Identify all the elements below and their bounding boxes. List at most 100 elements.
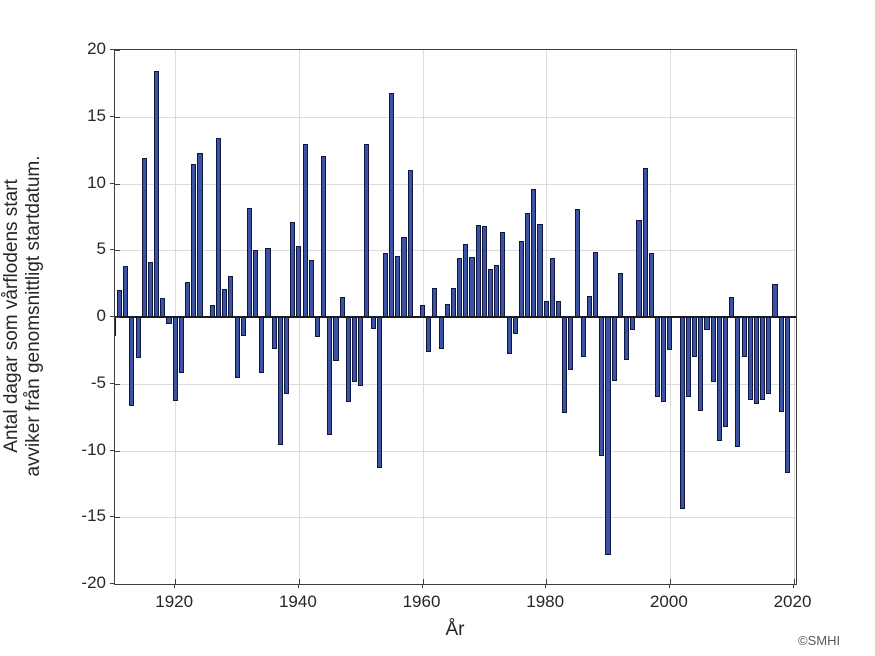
y-tick [110, 182, 114, 184]
bar-2003 [685, 317, 691, 398]
bar-1956 [395, 255, 401, 317]
y-tick-label: 5 [96, 239, 106, 259]
bar-1934 [259, 317, 265, 374]
bar-1994 [630, 317, 636, 331]
bar-1910 [115, 317, 116, 336]
bar-1928 [222, 289, 228, 317]
bar-1951 [364, 143, 370, 317]
bar-1988 [593, 251, 599, 317]
bar-1916 [147, 262, 154, 317]
x-tick-label: 2000 [649, 592, 688, 611]
bar-1911 [117, 290, 123, 317]
bar-1953 [376, 317, 382, 468]
plot-area [114, 49, 797, 585]
bar-1917 [154, 71, 160, 317]
bar-1933 [253, 250, 259, 318]
h-gridline [115, 450, 796, 452]
bar-1941 [302, 143, 308, 317]
y-tick-label: -10 [81, 439, 106, 459]
y-tick-label: -15 [81, 506, 106, 526]
y-tick-label: 10 [87, 172, 106, 192]
bar-1999 [661, 317, 667, 403]
bar-1946 [333, 317, 339, 362]
x-tick [668, 584, 670, 588]
bar-1976 [518, 240, 525, 317]
bar-1973 [500, 231, 506, 317]
bar-1961 [426, 317, 432, 352]
bar-1966 [457, 258, 463, 317]
bar-1927 [215, 138, 222, 317]
bar-2006 [704, 317, 710, 331]
h-gridline [115, 183, 796, 185]
bar-1912 [123, 266, 129, 317]
x-tick [669, 579, 671, 584]
bar-1980 [543, 301, 549, 317]
bar-1963 [438, 317, 444, 349]
bar-1958 [407, 170, 413, 317]
bar-2017 [772, 283, 778, 317]
bar-1932 [246, 207, 252, 317]
y-tick [115, 250, 120, 252]
bar-2000 [667, 317, 673, 351]
bar-1986 [580, 317, 586, 357]
bar-1950 [358, 317, 364, 387]
bar-2009 [722, 317, 729, 427]
bar-1984 [568, 317, 574, 371]
bar-1931 [240, 317, 246, 336]
bar-1992 [617, 272, 623, 317]
x-tick [175, 579, 177, 584]
y-tick-label: 20 [87, 39, 106, 58]
h-gridline [115, 517, 796, 519]
x-tick-label: 1980 [526, 592, 565, 611]
bar-2016 [766, 317, 772, 395]
bar-1983 [562, 317, 568, 414]
copyright-text: ©SMHI [798, 633, 841, 648]
bar-1948 [345, 317, 351, 403]
bar-1970 [481, 226, 487, 317]
bar-1995 [636, 219, 642, 317]
bar-1996 [642, 167, 648, 317]
bar-2018 [778, 317, 784, 412]
bar-1998 [654, 317, 661, 398]
bar-1915 [141, 158, 147, 317]
bar-2015 [760, 317, 766, 400]
bar-2014 [753, 317, 759, 404]
bar-1952 [370, 317, 376, 329]
y-tick [110, 583, 114, 584]
y-tick-label: 15 [87, 105, 106, 125]
bar-1989 [599, 317, 605, 456]
bar-2013 [747, 317, 753, 400]
bar-1929 [228, 275, 234, 317]
y-tick [110, 382, 114, 384]
bar-1964 [444, 303, 450, 317]
x-tick-label: 1940 [278, 592, 317, 611]
x-tick [545, 584, 547, 588]
y-tick [115, 50, 120, 51]
y-axis-label-line2: avviker från genomsnittligt startdatum. [23, 155, 44, 477]
bar-1957 [401, 236, 407, 317]
y-tick [115, 183, 120, 185]
x-tick-label: 1960 [402, 592, 441, 611]
h-gridline [115, 250, 796, 252]
bar-1949 [351, 317, 358, 383]
bar-1942 [308, 259, 314, 317]
bar-1919 [166, 317, 172, 324]
bar-1939 [290, 222, 296, 317]
bar-1924 [197, 152, 203, 317]
bar-1991 [611, 317, 617, 382]
bar-1913 [129, 317, 135, 407]
bar-1972 [494, 264, 500, 317]
bar-2008 [716, 317, 722, 442]
bar-1981 [549, 258, 555, 317]
bar-2011 [735, 317, 741, 447]
bar-1940 [296, 246, 302, 317]
bar-1967 [463, 243, 469, 317]
y-tick [110, 115, 114, 117]
x-tick [297, 584, 299, 588]
bar-1918 [160, 298, 166, 317]
y-tick-label: -20 [81, 573, 106, 592]
bar-1936 [271, 317, 277, 349]
bar-1938 [283, 317, 290, 395]
y-tick [110, 249, 114, 251]
